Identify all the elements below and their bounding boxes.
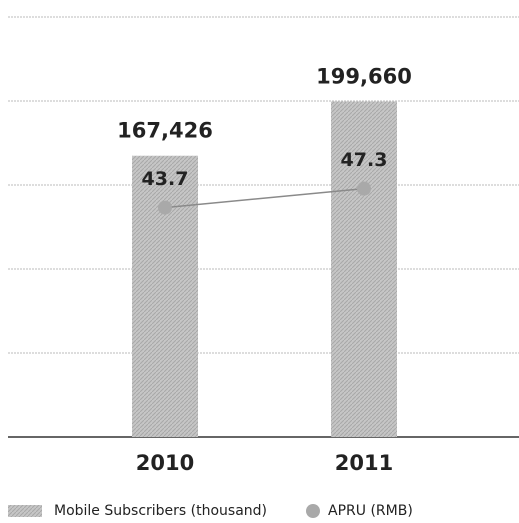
line-value-label: 47.3 <box>341 149 388 171</box>
legend-label: APRU (RMB) <box>328 503 413 519</box>
line-point <box>357 181 371 196</box>
bar-value-label: 167,426 <box>117 119 213 143</box>
legend-swatch <box>306 504 320 518</box>
bar <box>132 155 198 438</box>
line-point <box>158 200 172 215</box>
legend-swatch <box>8 505 42 517</box>
bar <box>331 101 397 437</box>
line-value-label: 43.7 <box>142 168 189 190</box>
x-tick-label: 2011 <box>335 451 393 475</box>
bar-value-label: 199,660 <box>316 65 412 89</box>
x-tick-label: 2010 <box>136 451 194 475</box>
legend-label: Mobile Subscribers (thousand) <box>54 503 267 519</box>
line <box>164 187 365 209</box>
